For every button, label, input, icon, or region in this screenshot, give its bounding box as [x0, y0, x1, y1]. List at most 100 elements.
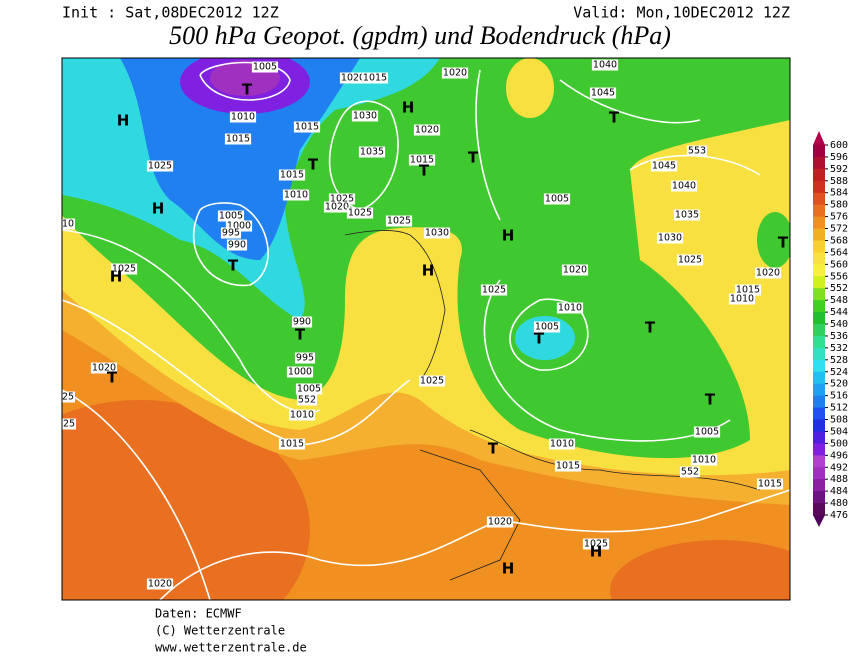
colorbar-label: 508	[830, 415, 848, 426]
isobar-label: 1000	[288, 367, 312, 378]
isobar-label: 1015	[556, 461, 580, 472]
label-bg	[291, 316, 313, 328]
label-bg	[589, 87, 617, 99]
isobar-label: 995	[222, 228, 240, 239]
colorbar-segment	[813, 288, 825, 301]
isobar-label: 1010	[692, 455, 716, 466]
isobar-label: 1025	[148, 161, 172, 172]
label-bg	[679, 466, 701, 478]
pressure-center: T	[242, 81, 253, 99]
colorbar-label: 568	[830, 235, 848, 246]
colorbar-segment	[813, 145, 825, 158]
label-bg	[418, 375, 446, 387]
label-bg	[650, 160, 678, 172]
isobar-label: 1020	[325, 202, 349, 213]
field	[120, 58, 360, 260]
label-bg	[754, 267, 782, 279]
label-bg	[690, 454, 718, 466]
colorbar-label: 552	[830, 283, 848, 294]
colorbar-segment	[813, 216, 825, 230]
label-bg	[251, 61, 279, 73]
isobar-label: 25	[63, 419, 75, 430]
label-bg	[441, 67, 469, 79]
label-bg	[361, 72, 389, 84]
pressure-center: T	[228, 257, 239, 275]
label-bg	[556, 302, 584, 314]
label-bg	[670, 180, 698, 192]
label-bg	[673, 209, 701, 221]
isobar-label: 1020	[92, 363, 116, 374]
colorbar-label: 532	[830, 343, 848, 354]
isobar-label: 1010	[558, 303, 582, 314]
pressure-center: H	[110, 268, 123, 286]
isobar-label: 10	[62, 219, 74, 230]
colorbar-label: 564	[830, 247, 848, 258]
isobar-label: 552	[681, 467, 699, 478]
colorbar-segment	[813, 300, 825, 313]
isobar-label: 1030	[425, 228, 449, 239]
label-bg	[346, 207, 374, 219]
pressure-center: H	[422, 262, 435, 280]
isobar	[62, 299, 411, 446]
isobar-label: 1005	[545, 194, 569, 205]
colorbar-label: 496	[830, 450, 848, 461]
colorbar-segment	[813, 168, 825, 182]
pressure-center: T	[778, 234, 789, 252]
colorbar-segment	[813, 479, 825, 492]
colorbar-label: 592	[830, 164, 848, 175]
isobar-label: 1020	[756, 268, 780, 279]
colorbar-label: 560	[830, 259, 848, 270]
colorbar-segment	[813, 192, 825, 206]
label-bg	[220, 227, 242, 239]
colorbar-segment	[813, 359, 825, 373]
isobar	[483, 279, 731, 442]
map-title: 500 hPa Geopot. (gpdm) und Bodendruck (h…	[169, 21, 671, 50]
isobar-label: 990	[293, 317, 311, 328]
isobar-label: 1025	[112, 264, 136, 275]
label-bg	[591, 59, 619, 71]
label-bg	[110, 263, 138, 275]
pressure-center: T	[645, 319, 656, 337]
label-bg	[295, 383, 323, 395]
colorbar-label: 588	[830, 176, 848, 187]
label-bg	[693, 426, 721, 438]
label-bg	[413, 124, 441, 136]
label-bg	[146, 578, 174, 590]
pressure-center: T	[308, 156, 319, 174]
isobar-label: 1015	[410, 155, 434, 166]
isobar-label: 1025	[482, 285, 506, 296]
isobar-label: 1020	[341, 73, 365, 84]
pressure-center: T	[705, 391, 716, 409]
isobar-label: 553	[688, 146, 706, 157]
pressure-center: H	[152, 200, 165, 218]
pressure-center: T	[609, 109, 620, 127]
isobar-label: 1025	[420, 376, 444, 387]
colorbar-segment	[813, 503, 825, 516]
colorbar-label: 492	[830, 462, 848, 473]
isobar-label: 1015	[280, 439, 304, 450]
isobar-label: 1005	[535, 322, 559, 333]
isobar-label: 1010	[231, 112, 255, 123]
isobar-label: 1015	[736, 285, 760, 296]
colorbar-segment	[813, 455, 825, 468]
label-bg	[224, 133, 252, 145]
init-time: Init : Sat,08DEC2012 12Z	[62, 4, 279, 22]
colorbar-segment	[813, 467, 825, 480]
colorbar-label: 476	[830, 510, 848, 521]
isobar-label: 1015	[280, 170, 304, 181]
colorbar-label: 584	[830, 188, 848, 199]
colorbar-label: 512	[830, 403, 848, 414]
colorbar-label: 572	[830, 224, 848, 235]
colorbar-label: 544	[830, 307, 848, 318]
label-bg	[226, 239, 248, 251]
isobar-label: 1025	[678, 255, 702, 266]
colorbar-segment	[813, 156, 825, 170]
label-bg	[296, 394, 318, 406]
label-bg	[686, 145, 708, 157]
label-bg	[480, 284, 508, 296]
isobar-label: 1040	[593, 60, 617, 71]
isobar	[192, 202, 269, 287]
colorbar-label: 520	[830, 379, 848, 390]
label-bg	[62, 418, 77, 430]
colorbar-segment	[813, 419, 825, 432]
